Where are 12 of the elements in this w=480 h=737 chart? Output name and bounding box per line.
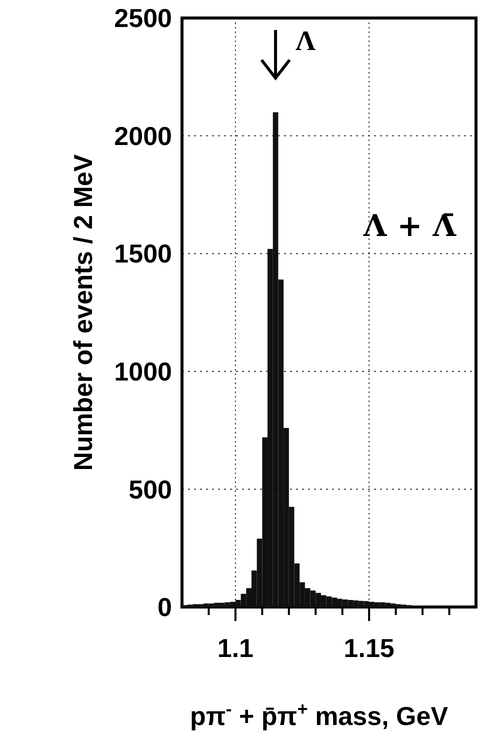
y-tick-label: 2000	[114, 120, 172, 151]
y-tick-label: 2500	[114, 3, 172, 34]
y-tick-label: 0	[158, 592, 172, 622]
y-axis-title: Number of events / 2 MeV	[68, 154, 98, 471]
y-tick-label: 500	[128, 474, 172, 504]
x-axis-title: pπ$^{-}$ + p̄π$^{+}$ mass, GeV	[190, 699, 449, 731]
y-tick-label: 1000	[114, 356, 172, 386]
y-tick-label: 1500	[114, 238, 172, 269]
x-tick-label: 1.15	[344, 633, 394, 663]
x-tick-label: 1.1	[217, 633, 254, 663]
annotation: Λ + Λ̄	[362, 208, 457, 244]
annotation: Λ	[296, 26, 316, 57]
